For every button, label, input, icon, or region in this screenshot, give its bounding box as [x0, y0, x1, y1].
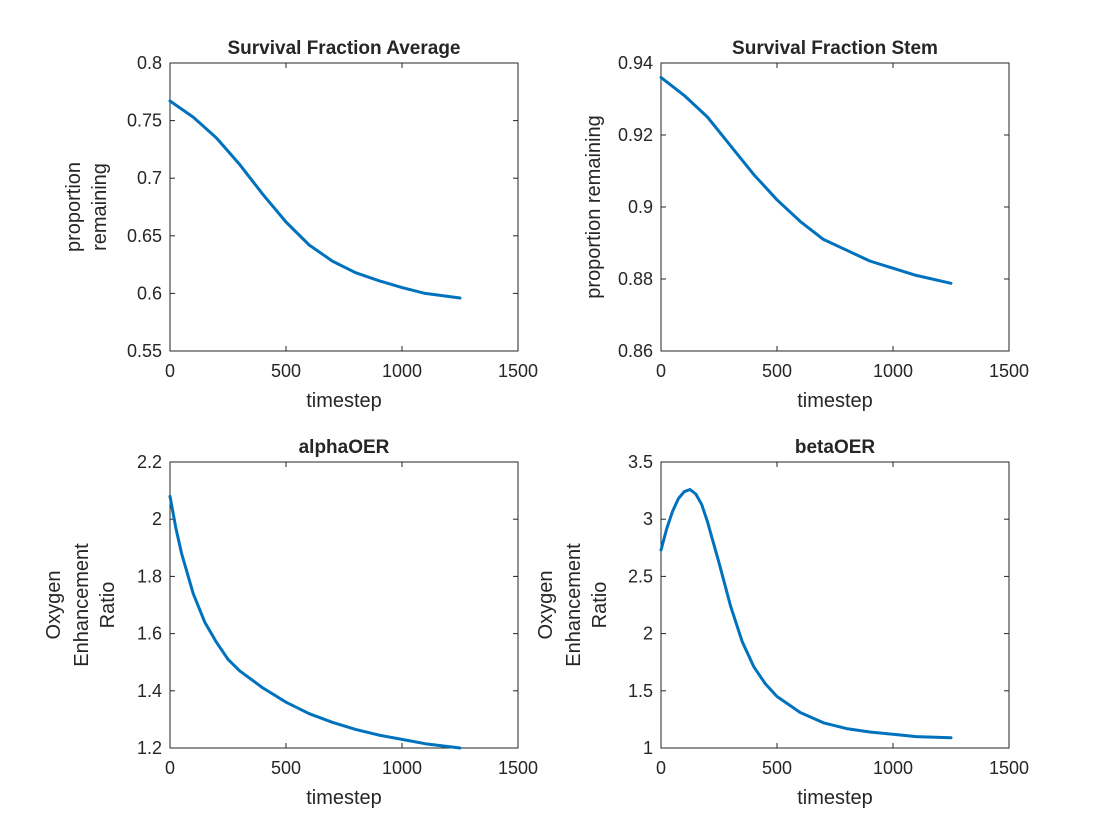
- y-tick-label: 0.86: [618, 341, 653, 361]
- y-tick-label: 0.88: [618, 269, 653, 289]
- y-axis-label: proportion remaining: [583, 115, 605, 298]
- y-tick-label: 0.92: [618, 125, 653, 145]
- axes-box: [660, 461, 1010, 749]
- x-tick-label: 500: [762, 758, 792, 778]
- y-tick-label: 0.65: [127, 226, 162, 246]
- y-tick-label: 3: [643, 509, 653, 529]
- y-axis-label: Enhancement: [71, 543, 93, 667]
- x-tick-label: 0: [656, 758, 666, 778]
- axes-box: [660, 62, 1010, 352]
- x-axis-label: timestep: [797, 787, 873, 809]
- y-axis-label: Enhancement: [563, 543, 585, 667]
- x-tick-label: 0: [165, 361, 175, 381]
- y-tick-label: 0.8: [137, 53, 162, 73]
- axes-box: [169, 461, 519, 749]
- y-tick-label: 0.6: [137, 283, 162, 303]
- x-tick-label: 0: [165, 758, 175, 778]
- y-tick-label: 2.2: [137, 452, 162, 472]
- y-axis-label: Oxygen: [535, 571, 557, 640]
- chart-title: Survival Fraction Stem: [732, 38, 938, 59]
- x-tick-label: 1000: [382, 361, 422, 381]
- x-axis-label: timestep: [306, 390, 382, 412]
- y-tick-label: 1.2: [137, 738, 162, 758]
- y-tick-label: 0.7: [137, 168, 162, 188]
- y-axis-label: Ratio: [589, 582, 611, 629]
- x-tick-label: 1000: [873, 361, 913, 381]
- y-tick-label: 2.5: [628, 566, 653, 586]
- y-tick-label: 1.5: [628, 681, 653, 701]
- y-tick-label: 0.75: [127, 111, 162, 131]
- x-tick-label: 500: [271, 361, 301, 381]
- x-tick-label: 1000: [873, 758, 913, 778]
- x-tick-label: 1500: [498, 361, 538, 381]
- chart-title: alphaOER: [299, 437, 390, 458]
- chart-panel-4: 0 500 1000 1500 1 1.5 2 2.5 3 3.5 betaOER timestep O…: [535, 437, 1029, 809]
- x-tick-label: 0: [656, 361, 666, 381]
- y-tick-label: 0.9: [628, 197, 653, 217]
- series-line: [659, 75, 953, 285]
- series-line: [168, 99, 462, 300]
- x-tick-label: 1500: [989, 361, 1029, 381]
- y-axis-label: Oxygen: [43, 571, 65, 640]
- y-tick-label: 1.4: [137, 681, 162, 701]
- chart-title: betaOER: [795, 437, 876, 458]
- y-axis-label: proportion: [63, 162, 85, 252]
- y-axis-label: remaining: [89, 163, 111, 251]
- y-tick-label: 0.94: [618, 53, 653, 73]
- series-line: [659, 488, 953, 740]
- y-axis-label: Ratio: [97, 582, 119, 629]
- y-tick-label: 3.5: [628, 452, 653, 472]
- x-tick-label: 1000: [382, 758, 422, 778]
- x-tick-label: 1500: [498, 758, 538, 778]
- y-tick-label: 2: [643, 624, 653, 644]
- chart-title: Survival Fraction Average: [227, 38, 460, 59]
- x-tick-label: 500: [762, 361, 792, 381]
- y-tick-label: 1: [643, 738, 653, 758]
- y-tick-label: 0.55: [127, 341, 162, 361]
- series-line: [168, 494, 462, 750]
- x-axis-label: timestep: [797, 390, 873, 412]
- x-tick-label: 500: [271, 758, 301, 778]
- y-tick-label: 2: [152, 509, 162, 529]
- x-axis-label: timestep: [306, 787, 382, 809]
- axes-box: [169, 62, 519, 352]
- y-tick-label: 1.8: [137, 566, 162, 586]
- y-tick-label: 1.6: [137, 624, 162, 644]
- chart-panel-1: 0 500 1000 1500 0.55 0.6 0.65 0.7 0.75 0.8 Surviva…: [63, 38, 538, 412]
- chart-panel-3: 0 500 1000 1500 1.2 1.4 1.6 1.8 2 2.2 alphaOER time…: [43, 437, 538, 809]
- chart-panel-2: 0 500 1000 1500 0.86 0.88 0.9 0.92 0.94 Survival …: [583, 38, 1029, 412]
- x-tick-label: 1500: [989, 758, 1029, 778]
